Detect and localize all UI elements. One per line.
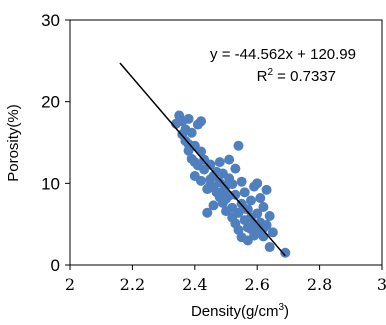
data-point <box>245 195 256 206</box>
y-tick-label: 30 <box>41 11 60 30</box>
x-tick-label: 2.8 <box>307 275 332 294</box>
data-point <box>261 184 272 195</box>
data-point <box>252 178 263 189</box>
data-point <box>264 211 275 221</box>
trendline-equation: y = -44.562x + 120.99 <box>210 46 356 63</box>
y-tick-label: 0 <box>51 256 60 275</box>
data-point <box>236 176 247 187</box>
r-squared-value: = 0.7337 <box>273 68 336 85</box>
y-axis-title: Porosity(%) <box>5 104 22 182</box>
r-squared-prefix: R <box>257 68 268 85</box>
r-squared-label: R2 = 0.7337 <box>257 67 336 85</box>
data-point <box>214 157 225 168</box>
r-squared-superscript: 2 <box>267 67 273 78</box>
data-point <box>230 163 241 174</box>
data-point <box>255 193 266 204</box>
data-point <box>258 202 269 213</box>
data-point <box>186 127 197 138</box>
y-tick-label: 20 <box>41 93 60 112</box>
x-axis-title-end: ) <box>284 303 289 320</box>
data-point <box>202 207 213 218</box>
data-point <box>252 208 263 219</box>
plot-frame <box>69 19 383 266</box>
data-point <box>224 154 235 165</box>
data-point <box>239 187 250 198</box>
data-point <box>233 224 244 235</box>
data-point <box>233 140 244 151</box>
x-tick-label: 2.4 <box>182 275 207 294</box>
data-point <box>192 160 203 171</box>
y-axis-ticks: 0 10 20 30 <box>41 11 70 275</box>
data-point <box>183 113 194 124</box>
data-point <box>258 223 269 234</box>
data-point <box>196 116 207 127</box>
x-axis-title-main: Density(g/cm <box>191 303 279 320</box>
y-tick-label: 10 <box>41 174 60 193</box>
data-point <box>196 175 207 186</box>
data-point <box>221 206 231 217</box>
data-point <box>267 227 278 238</box>
trendline <box>119 62 286 257</box>
x-tick-label: 2.2 <box>120 275 145 294</box>
x-tick-label: 3 <box>377 275 386 294</box>
data-point <box>242 235 253 246</box>
data-point <box>264 242 275 253</box>
data-point <box>227 179 238 190</box>
x-tick-label: 2.6 <box>244 275 269 294</box>
data-point <box>205 174 216 185</box>
x-tick-label: 2 <box>65 275 75 294</box>
x-axis-title-superscript: 3 <box>278 302 284 313</box>
x-axis-ticks: 2 2.2 2.4 2.6 2.8 3 <box>65 265 386 294</box>
data-point <box>205 159 216 170</box>
data-point <box>280 247 291 258</box>
data-point <box>208 200 219 211</box>
x-axis-title: Density(g/cm3) <box>191 302 289 320</box>
